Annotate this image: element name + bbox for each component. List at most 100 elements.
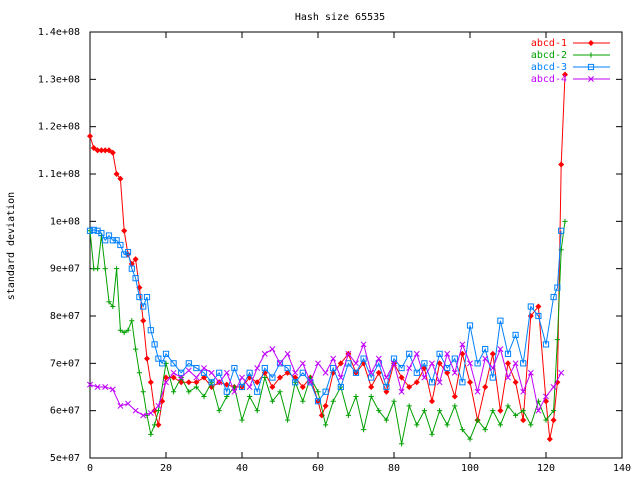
data-point (132, 275, 139, 282)
y-axis-label: standard deviation (6, 192, 17, 300)
data-point (475, 417, 481, 423)
data-point (208, 379, 215, 386)
data-point (444, 364, 451, 372)
data-point (216, 369, 223, 376)
data-point (368, 393, 374, 400)
data-point (505, 403, 511, 409)
data-point (231, 364, 238, 372)
data-point (398, 364, 405, 372)
plot-frame (89, 31, 623, 459)
data-point (467, 360, 473, 367)
data-point (505, 374, 511, 381)
data-point (155, 408, 161, 414)
x-tick-label: 60 (312, 463, 324, 474)
data-point (231, 388, 238, 395)
data-point (193, 384, 199, 390)
data-point (185, 367, 192, 374)
y-tick-label: 5e+07 (50, 453, 80, 464)
data-point (391, 398, 397, 404)
data-point (452, 403, 458, 409)
data-point (129, 318, 135, 324)
data-point (132, 256, 139, 263)
legend-label: abcd-3 (531, 62, 567, 73)
data-point (459, 341, 466, 348)
data-point (421, 360, 428, 367)
data-point (360, 355, 367, 362)
data-point (170, 360, 177, 367)
data-point (558, 227, 565, 234)
data-point (482, 355, 489, 362)
data-point (337, 374, 344, 381)
data-point (277, 360, 283, 367)
data-point (466, 379, 474, 386)
data-point (353, 393, 359, 400)
data-point (413, 350, 420, 357)
data-point (428, 398, 436, 405)
data-point (558, 369, 565, 376)
data-point (520, 417, 527, 424)
data-point (284, 364, 291, 372)
data-point (513, 412, 519, 418)
data-point (110, 303, 116, 310)
data-point (147, 379, 154, 386)
data-point (299, 360, 306, 367)
data-point (102, 384, 109, 390)
data-point (128, 265, 135, 272)
data-point (261, 350, 268, 357)
data-point (398, 388, 405, 395)
y-tick-label: 1.2e+08 (38, 122, 80, 133)
data-point (512, 379, 519, 386)
data-point (588, 76, 594, 82)
data-point (132, 407, 139, 414)
data-point (527, 369, 534, 376)
data-point (208, 369, 215, 376)
data-point (368, 374, 375, 381)
x-tick-label: 100 (461, 463, 479, 474)
data-point (489, 350, 496, 357)
data-point (147, 327, 154, 334)
data-point (561, 71, 569, 78)
data-point (254, 379, 261, 386)
data-point (246, 369, 253, 376)
data-point (587, 39, 595, 47)
data-point (102, 266, 108, 272)
data-point (330, 398, 336, 404)
data-point (254, 365, 261, 372)
data-point (276, 374, 284, 381)
data-point (550, 293, 557, 301)
data-point (239, 417, 245, 423)
data-point (113, 170, 120, 178)
x-tick-label: 140 (613, 463, 631, 474)
data-point (140, 317, 147, 324)
data-point (459, 427, 465, 433)
legend-label: abcd-2 (531, 50, 567, 61)
data-point (520, 360, 527, 367)
data-point (109, 149, 116, 156)
series-line (89, 229, 562, 403)
data-point (178, 369, 185, 376)
chart-title: Hash size 65535 (295, 12, 385, 23)
data-point (520, 408, 526, 414)
data-point (482, 346, 489, 353)
data-point (136, 370, 142, 376)
data-point (383, 417, 389, 423)
data-point (429, 360, 435, 367)
data-point (277, 389, 283, 395)
series-abcd-4 (87, 341, 565, 419)
data-point (421, 374, 428, 381)
data-point (193, 379, 200, 386)
y-tick-label: 1.3e+08 (38, 74, 80, 85)
data-point (102, 237, 109, 244)
data-point (489, 374, 496, 381)
data-point (105, 232, 113, 239)
data-point (185, 360, 192, 367)
x-tick-label: 20 (160, 463, 172, 474)
data-point (466, 322, 474, 329)
data-point (86, 227, 94, 234)
data-point (152, 422, 158, 428)
data-point (155, 355, 162, 362)
data-point (201, 365, 207, 372)
data-point (261, 364, 268, 372)
data-point (121, 329, 127, 336)
data-point (352, 369, 360, 376)
